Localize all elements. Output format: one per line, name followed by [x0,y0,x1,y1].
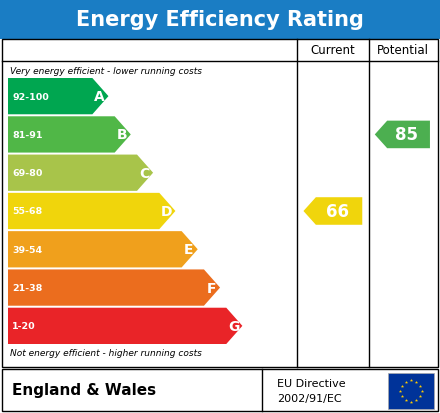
Text: EU Directive: EU Directive [277,378,346,388]
Bar [2,369,438,411]
Text: F: F [206,281,216,295]
Text: 85: 85 [395,126,418,144]
Polygon shape [8,270,220,306]
Polygon shape [8,155,153,191]
Text: Potential: Potential [378,44,429,57]
Text: 81-91: 81-91 [12,131,43,140]
Text: A: A [94,90,105,104]
Text: 55-68: 55-68 [12,207,42,216]
Polygon shape [8,193,176,230]
Polygon shape [8,232,198,268]
Polygon shape [375,121,430,149]
Text: E: E [184,243,194,256]
Bar [388,373,434,409]
Text: D: D [161,204,172,218]
Polygon shape [304,198,362,225]
Text: B: B [117,128,127,142]
Text: G: G [228,319,239,333]
Text: 1-20: 1-20 [12,322,36,330]
Polygon shape [8,308,242,344]
Text: 69-80: 69-80 [12,169,42,178]
Text: 39-54: 39-54 [12,245,42,254]
Polygon shape [8,79,108,115]
Bar [0,0,440,40]
Text: Very energy efficient - lower running costs: Very energy efficient - lower running co… [10,67,202,76]
Text: Energy Efficiency Rating: Energy Efficiency Rating [76,10,364,30]
Text: 92-100: 92-100 [12,93,49,102]
Bar [2,40,438,367]
Text: 66: 66 [326,202,349,221]
Text: 2002/91/EC: 2002/91/EC [277,393,342,404]
Text: England & Wales: England & Wales [12,382,156,398]
Text: Not energy efficient - higher running costs: Not energy efficient - higher running co… [10,349,202,358]
Text: 21-38: 21-38 [12,283,42,292]
Polygon shape [8,117,131,153]
Text: C: C [139,166,149,180]
Text: Current: Current [311,44,355,57]
